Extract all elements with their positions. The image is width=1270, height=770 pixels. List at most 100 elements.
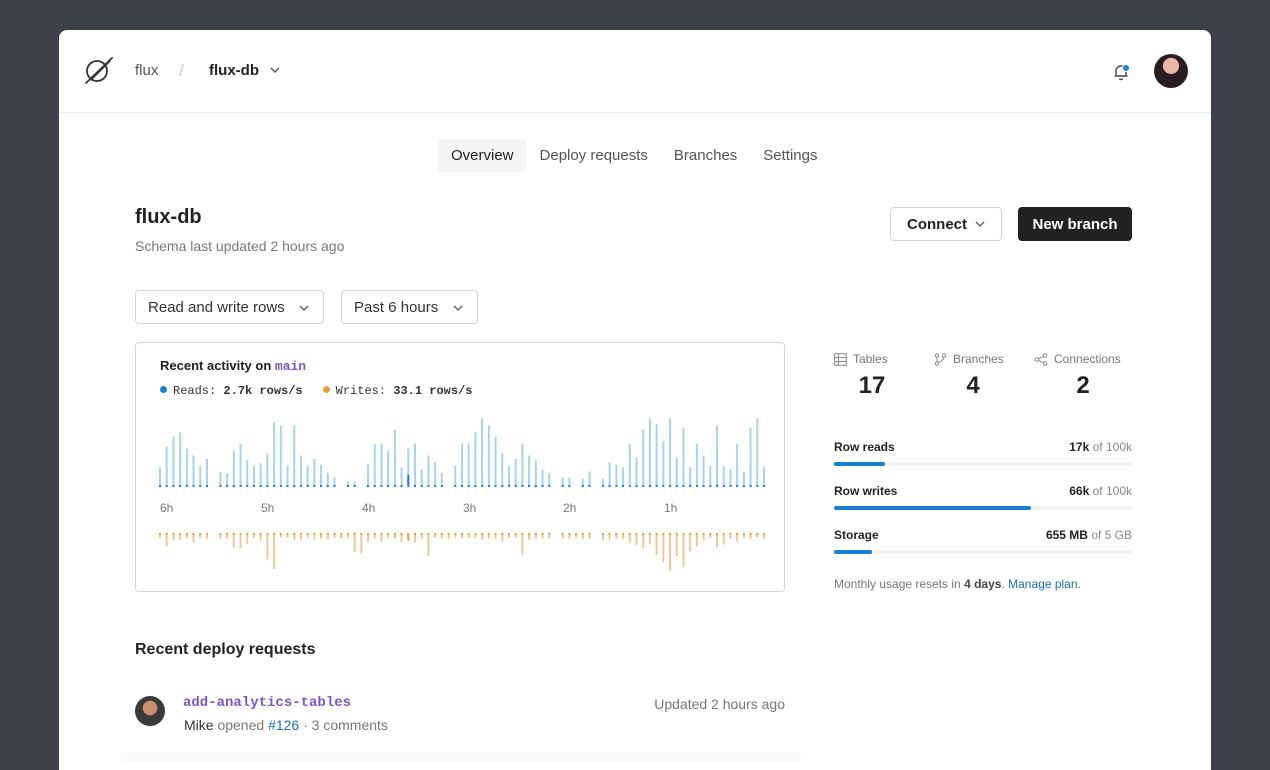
chevron-down-icon (975, 221, 985, 227)
activity-chart: Recent activity on main Reads: 2.7k rows… (135, 342, 785, 592)
reads-bar (722, 466, 725, 487)
writes-bar (487, 533, 490, 539)
reads-bar (454, 466, 457, 487)
chart-branch-name[interactable]: main (274, 359, 307, 374)
writes-baseline-mark (742, 533, 745, 535)
metric-select[interactable]: Read and write rows (135, 290, 324, 324)
reads-baseline-mark (380, 485, 383, 487)
reset-period: . (1001, 577, 1005, 591)
reads-bar (407, 448, 410, 487)
reads-baseline-mark (467, 485, 470, 487)
reads-bar (219, 471, 222, 487)
reads-bar (675, 457, 678, 487)
writes-bar (635, 533, 638, 546)
reads-baseline-mark (528, 485, 531, 487)
reads-baseline-mark (185, 485, 188, 487)
writes-bar (534, 533, 537, 539)
writes-baseline-mark (534, 533, 537, 535)
reads-bar (695, 443, 698, 487)
reads-bar (561, 477, 564, 487)
writes-bar (380, 533, 383, 542)
writes-baseline-mark (601, 533, 604, 535)
writes-baseline-mark (299, 533, 302, 535)
branch-icon (934, 352, 947, 366)
usage-row-storage: Storage 655 MB of 5 GB (834, 528, 1132, 554)
tab-deploy-requests[interactable]: Deploy requests (539, 147, 648, 164)
user-avatar[interactable] (1154, 54, 1188, 88)
writes-bar (346, 533, 349, 538)
reads-bar (326, 473, 329, 487)
reads-baseline-mark (628, 485, 631, 487)
reads-bar (588, 471, 591, 487)
reads-baseline-mark (434, 485, 437, 487)
deploy-request-link[interactable]: #126 (268, 717, 300, 733)
connect-button[interactable]: Connect (890, 207, 1002, 241)
writes-bar (454, 533, 457, 538)
reads-baseline-mark (622, 485, 625, 487)
writes-baseline-mark (628, 533, 631, 535)
reads-baseline-mark (709, 485, 712, 487)
writes-bar (333, 533, 336, 538)
stat-tables: Tables 17 (834, 352, 910, 400)
writes-baseline-mark (709, 533, 712, 535)
reads-baseline-mark (722, 485, 725, 487)
reads-bar (226, 473, 229, 487)
notification-dot (1122, 64, 1130, 72)
reads-baseline-mark (501, 485, 504, 487)
writes-bar (628, 533, 631, 543)
reads-bar (467, 443, 470, 487)
writes-bar (219, 533, 222, 539)
tab-settings[interactable]: Settings (763, 147, 818, 164)
reads-baseline-mark (353, 485, 356, 487)
reads-baseline-mark (695, 485, 698, 487)
reads-bar (528, 455, 531, 487)
usage-amount: 17k of 100k (1069, 440, 1132, 454)
reads-bar (534, 460, 537, 487)
chevron-down-icon[interactable] (269, 65, 281, 75)
reads-baseline-mark (454, 485, 457, 487)
reads-bar (353, 481, 356, 487)
logo-icon[interactable] (83, 56, 115, 84)
writes-baseline-mark (172, 533, 175, 535)
legend-writes: Writes: 33.1 rows/s (322, 384, 472, 398)
manage-plan-link[interactable]: Manage plan. (1008, 577, 1081, 591)
usage-amount: 66k of 100k (1069, 484, 1132, 498)
reads-baseline-mark (246, 485, 249, 487)
org-name[interactable]: flux (135, 62, 159, 79)
reads-bar (434, 461, 437, 487)
tab-branches[interactable]: Branches (673, 147, 738, 164)
new-branch-button[interactable]: New branch (1018, 207, 1132, 241)
writes-baseline-mark (306, 533, 309, 535)
deploy-request-item[interactable]: add-analytics-tables Mike opened #126 · … (135, 690, 785, 736)
writes-bar (575, 533, 578, 538)
reads-baseline-mark (299, 485, 302, 487)
usage-total: of 5 GB (1091, 528, 1132, 542)
writes-baseline-mark (192, 533, 195, 535)
reads-bar (481, 418, 484, 487)
writes-bar (320, 533, 323, 539)
reads-bar (259, 463, 262, 487)
reads-bar (279, 425, 282, 487)
writes-bar (561, 533, 564, 539)
writes-bar (467, 533, 470, 538)
usage-fill (834, 550, 873, 554)
writes-bar (756, 533, 759, 538)
reads-baseline-mark (333, 485, 336, 487)
usage-used: 66k (1069, 484, 1090, 498)
x-tick-label: 6h (160, 501, 173, 515)
time-range-select[interactable]: Past 6 hours (341, 290, 478, 324)
writes-baseline-mark (367, 533, 370, 535)
top-bar: flux / flux-db (59, 30, 1211, 113)
reads-baseline-mark (273, 485, 276, 487)
reads-bar (266, 453, 269, 487)
reads-baseline-mark (219, 485, 222, 487)
writes-baseline-mark (608, 533, 611, 535)
writes-bar (669, 533, 672, 571)
tab-overview[interactable]: Overview (438, 139, 527, 172)
chevron-down-icon (453, 305, 463, 311)
usage-label: Row writes (834, 484, 898, 498)
database-name[interactable]: flux-db (209, 62, 259, 79)
reads-bar (514, 459, 517, 487)
writes-bar (655, 533, 658, 555)
deploy-branch-name[interactable]: add-analytics-tables (183, 695, 352, 711)
